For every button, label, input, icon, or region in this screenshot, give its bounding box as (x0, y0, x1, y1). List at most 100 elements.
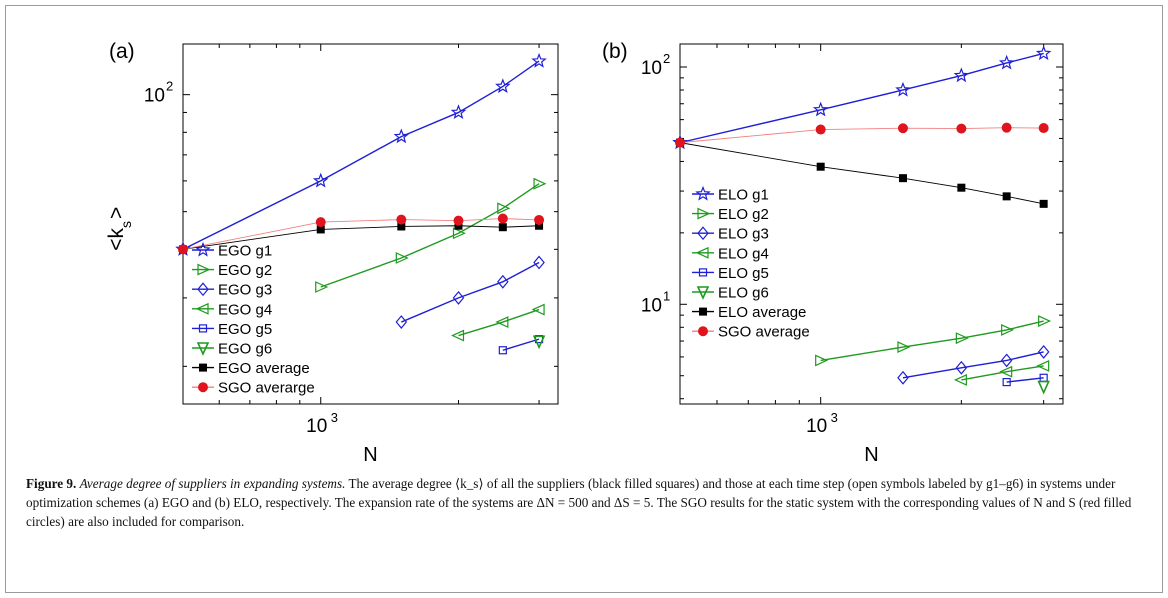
series-line (401, 261, 540, 323)
data-point (450, 104, 467, 120)
legend-entry: EGO g5 (218, 321, 272, 338)
series-ego-g3 (395, 255, 545, 329)
series-line (458, 308, 540, 337)
y-axis-label-close: > (105, 207, 128, 219)
legend-entry: ELO g2 (718, 206, 769, 223)
series-elo-g2 (815, 315, 1052, 367)
data-point (452, 290, 465, 305)
legend-swatch-marker (198, 324, 208, 333)
figure-caption: Figure 9. Average degree of suppliers in… (26, 474, 1146, 531)
data-point (451, 329, 465, 342)
series-line (320, 183, 540, 288)
x-tick-label: 10 (806, 416, 827, 437)
data-point (495, 316, 509, 328)
data-point (178, 244, 188, 255)
data-point (812, 101, 829, 117)
data-point (953, 373, 967, 386)
series-elo-g1 (672, 45, 1052, 150)
data-point (1002, 192, 1011, 201)
data-point (495, 78, 511, 94)
panel-label: (b) (602, 40, 628, 63)
x-tick-label: 10 (306, 416, 327, 437)
legend-swatch-marker (697, 207, 711, 220)
data-point (1037, 380, 1050, 395)
data-point (452, 227, 466, 240)
data-point (1035, 45, 1052, 61)
data-point (315, 217, 326, 228)
data-point (534, 214, 545, 225)
data-point (395, 315, 408, 329)
x-tick-label-exponent: 3 (831, 410, 838, 425)
series-ego-g4 (451, 303, 545, 342)
legend-entry: EGO g2 (218, 262, 272, 279)
legend: ELO g1 ELO g2 ELO g3 ELO g4 ELO g5 ELO g6 ELO … (692, 185, 810, 341)
y-tick-label: 10 (641, 58, 662, 79)
legend-entry: ELO average (718, 304, 806, 321)
data-point (498, 223, 507, 232)
data-point (315, 281, 329, 293)
series-elo-g4 (953, 359, 1050, 386)
series-ego-g5 (498, 335, 544, 355)
panel-label: (a) (109, 40, 135, 63)
series-line (182, 225, 540, 250)
series-line (182, 218, 540, 250)
data-point (1038, 123, 1049, 134)
legend-entry: ELO g5 (718, 265, 769, 282)
data-point (393, 128, 410, 144)
legend-swatch-marker (699, 307, 707, 316)
y-axis-label: <ks > (105, 207, 134, 251)
series-elo-g5 (1002, 373, 1048, 387)
y-tick-label-exponent: 2 (166, 79, 173, 94)
y-tick-label-exponent: 2 (663, 51, 670, 66)
y-tick-label: 10 (144, 86, 165, 107)
series-sgo-averarge (178, 213, 545, 255)
series-line (961, 365, 1044, 381)
data-point (533, 177, 547, 190)
data-point (815, 124, 826, 135)
legend: EGO g1 EGO g2 EGO g3 EGO g4 EGO g5 EGO g6 EGO … (192, 241, 315, 397)
legend-entry: EGO g4 (218, 301, 272, 318)
legend-swatch-marker (698, 268, 708, 277)
data-point (675, 137, 685, 148)
series-ego-g6 (532, 335, 546, 350)
x-tick-label-exponent: 3 (331, 410, 338, 425)
data-point (815, 354, 829, 367)
legend-swatch-marker (197, 282, 209, 297)
y-axis-label-main: <k (105, 228, 128, 251)
data-point (816, 162, 825, 171)
legend-entry: ELO g4 (718, 245, 769, 262)
data-point (497, 274, 509, 289)
data-point (897, 370, 909, 385)
data-point (312, 172, 329, 188)
legend-swatch-marker (698, 326, 708, 337)
figure: 10 3 10 2 N <k s > (a) EGO g1 EGO g2 EGO g3 EGO g4 EG… (5, 5, 1163, 593)
plot-frame (679, 43, 1064, 405)
data-point (1000, 353, 1013, 368)
data-point (395, 252, 409, 264)
data-point (957, 183, 966, 192)
data-point (956, 123, 967, 134)
data-point (955, 332, 969, 345)
y-axis-label-subscript: s (118, 221, 134, 228)
legend-swatch-marker (695, 185, 711, 201)
data-point (953, 67, 970, 83)
data-point (453, 215, 464, 226)
legend-entry: SGO averarge (218, 380, 315, 397)
legend-swatch-marker (195, 302, 209, 315)
legend-entry: EGO average (218, 360, 310, 377)
legend-entry: EGO g1 (218, 243, 272, 260)
series-sgo-average (675, 122, 1049, 148)
legend-entry: EGO g6 (218, 341, 272, 358)
y-tick-label-exponent: 1 (663, 288, 670, 303)
data-point (998, 54, 1015, 70)
series-line (502, 338, 540, 351)
data-point (531, 303, 545, 316)
series-line (679, 127, 1044, 144)
data-point (498, 346, 507, 355)
data-point (898, 174, 907, 183)
series-line (820, 320, 1044, 362)
data-point (532, 335, 546, 350)
